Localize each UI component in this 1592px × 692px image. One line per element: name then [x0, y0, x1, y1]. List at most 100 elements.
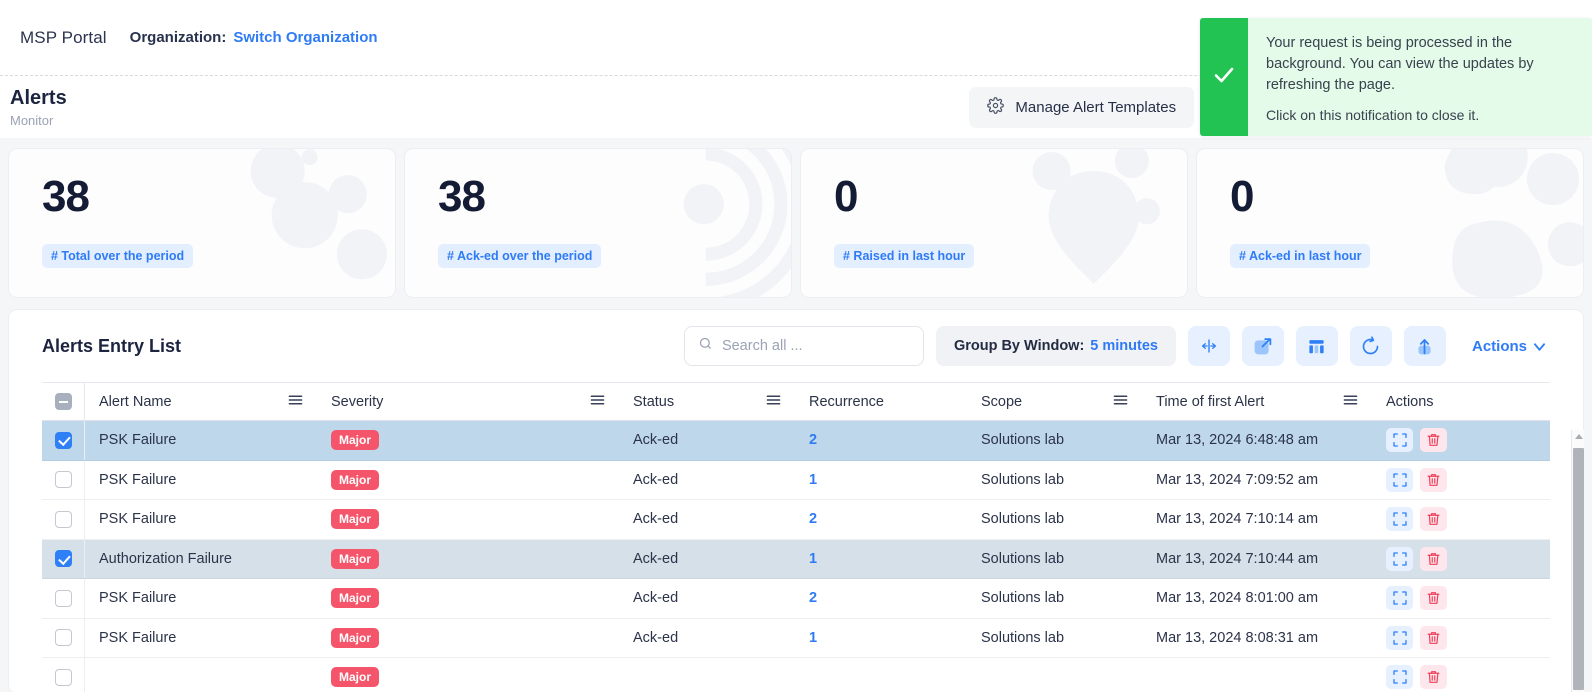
recurrence-link[interactable]: 2 [809, 432, 818, 449]
trash-icon[interactable] [1420, 428, 1447, 453]
row-select-cell[interactable] [42, 460, 85, 499]
row-select-cell[interactable] [42, 618, 85, 657]
column-menu-icon[interactable] [590, 394, 605, 410]
table-vertical-scrollbar[interactable] [1571, 430, 1584, 692]
severity-badge: Major [331, 548, 380, 569]
toast-body: Your request is being processed in the b… [1248, 18, 1592, 136]
trash-icon[interactable] [1420, 467, 1447, 492]
expand-icon[interactable] [1386, 467, 1413, 492]
toast-dismiss-hint: Click on this notification to close it. [1266, 107, 1480, 124]
expand-icon[interactable] [1241, 326, 1284, 366]
scroll-up-arrow-icon[interactable] [1575, 434, 1583, 439]
select-all-checkbox[interactable] [54, 393, 72, 410]
column-menu-icon[interactable] [766, 394, 781, 410]
row-select-cell[interactable] [42, 421, 85, 460]
list-toolbar: Alerts Entry List Group By Window: 5 min… [9, 310, 1583, 382]
cell-scope: Solutions lab [981, 432, 1065, 449]
page-subtitle: Monitor [10, 112, 54, 128]
table-row[interactable]: PSK Failure Major Ack-ed 2 Solutions lab Mar … [42, 500, 1550, 540]
column-label: Severity [331, 393, 384, 410]
brand-label: MSP Portal [20, 27, 107, 47]
cell-status: Ack-ed [633, 629, 679, 646]
expand-icon[interactable] [1386, 586, 1413, 611]
toast-accent-bar [1200, 18, 1248, 137]
cell-status: Ack-ed [633, 471, 679, 488]
row-checkbox[interactable] [54, 510, 72, 528]
cell-recurrence: 2 [795, 590, 967, 606]
column-header-recurrence[interactable]: Recurrence [795, 394, 967, 410]
export-icon[interactable] [1403, 326, 1446, 366]
manage-alert-templates-button[interactable]: Manage Alert Templates [969, 86, 1195, 128]
row-select-cell[interactable] [42, 658, 85, 692]
row-checkbox[interactable] [54, 471, 72, 489]
column-header-alert-name[interactable]: Alert Name [85, 394, 317, 410]
table-row[interactable]: PSK Failure Major Ack-ed 1 Solutions lab Mar … [42, 460, 1550, 500]
trash-icon[interactable] [1420, 625, 1447, 650]
columns-icon[interactable] [1295, 326, 1338, 366]
column-menu-icon[interactable] [1113, 394, 1128, 410]
column-header-status[interactable]: Status [619, 394, 795, 410]
severity-badge: Major [331, 469, 380, 490]
row-checkbox[interactable] [54, 550, 72, 568]
actions-dropdown-button[interactable]: Actions [1458, 326, 1559, 366]
row-checkbox[interactable] [54, 668, 72, 686]
group-by-window-control[interactable]: Group By Window: 5 minutes [935, 326, 1176, 366]
column-label: Time of first Alert [1156, 393, 1265, 410]
column-menu-icon[interactable] [1343, 394, 1358, 410]
cell-time-of-first-alert: Mar 13, 2024 7:09:52 am [1156, 471, 1319, 488]
search-input[interactable] [721, 338, 910, 354]
scrollbar-thumb[interactable] [1573, 448, 1584, 690]
cell-time-of-first-alert: Mar 13, 2024 7:10:44 am [1156, 550, 1319, 567]
cell-severity: Major [317, 588, 619, 609]
trash-icon[interactable] [1420, 546, 1447, 571]
row-checkbox[interactable] [54, 589, 72, 607]
expand-icon[interactable] [1386, 428, 1413, 453]
expand-icon[interactable] [1386, 625, 1413, 650]
row-select-cell[interactable] [42, 579, 85, 618]
refresh-icon[interactable] [1349, 326, 1392, 366]
stat-card-body: 38 # Ack-ed over the period [405, 149, 791, 268]
switch-organization-link[interactable]: Switch Organization [233, 29, 378, 46]
recurrence-link[interactable]: 2 [809, 590, 818, 607]
fit-columns-icon[interactable] [1187, 326, 1230, 366]
cell-recurrence: 1 [795, 472, 967, 488]
notification-toast[interactable]: Your request is being processed in the b… [1200, 18, 1592, 137]
row-checkbox[interactable] [54, 629, 72, 647]
table-row[interactable]: Authorization Failure Major Ack-ed 1 Solutio… [42, 539, 1550, 579]
trash-icon[interactable] [1420, 665, 1447, 690]
search-icon [698, 336, 713, 356]
column-label: Scope [981, 393, 1023, 410]
recurrence-link[interactable]: 1 [809, 550, 818, 567]
column-label: Recurrence [809, 393, 884, 410]
column-header-time-of-first-alert[interactable]: Time of first Alert [1142, 394, 1372, 410]
expand-icon[interactable] [1386, 507, 1413, 532]
table-row[interactable]: PSK Failure Major Ack-ed 1 Solutions lab Mar … [42, 618, 1550, 658]
stat-cards: 38 # Total over the period 38 # Ack-ed o… [0, 138, 1592, 298]
row-select-cell[interactable] [42, 500, 85, 539]
row-select-cell[interactable] [42, 539, 85, 578]
cell-alert-name: PSK Failure [99, 629, 177, 646]
trash-icon[interactable] [1420, 586, 1447, 611]
table-row[interactable]: PSK Failure Major Ack-ed 2 Solutions lab Mar … [42, 421, 1550, 461]
row-checkbox[interactable] [54, 431, 72, 449]
column-header-scope[interactable]: Scope [967, 394, 1142, 410]
column-header-severity[interactable]: Severity [317, 394, 619, 410]
recurrence-link[interactable]: 2 [809, 511, 818, 528]
recurrence-link[interactable]: 1 [809, 471, 818, 488]
expand-icon[interactable] [1386, 546, 1413, 571]
cell-actions [1372, 665, 1497, 690]
table-row[interactable]: Major [42, 658, 1550, 692]
cell-time-of-first-alert: Mar 13, 2024 8:01:00 am [1156, 590, 1319, 607]
expand-icon[interactable] [1386, 665, 1413, 690]
cell-severity: Major [317, 667, 619, 688]
select-all-cell[interactable] [42, 383, 85, 420]
stat-card-body: 0 # Ack-ed in last hour [1197, 149, 1583, 268]
stat-label: # Ack-ed over the period [438, 244, 602, 268]
recurrence-link[interactable]: 1 [809, 629, 818, 646]
column-menu-icon[interactable] [288, 394, 303, 410]
search-box[interactable] [683, 326, 924, 366]
trash-icon[interactable] [1420, 507, 1447, 532]
table-row[interactable]: PSK Failure Major Ack-ed 2 Solutions lab Mar … [42, 579, 1550, 619]
list-title: Alerts Entry List [42, 335, 182, 356]
